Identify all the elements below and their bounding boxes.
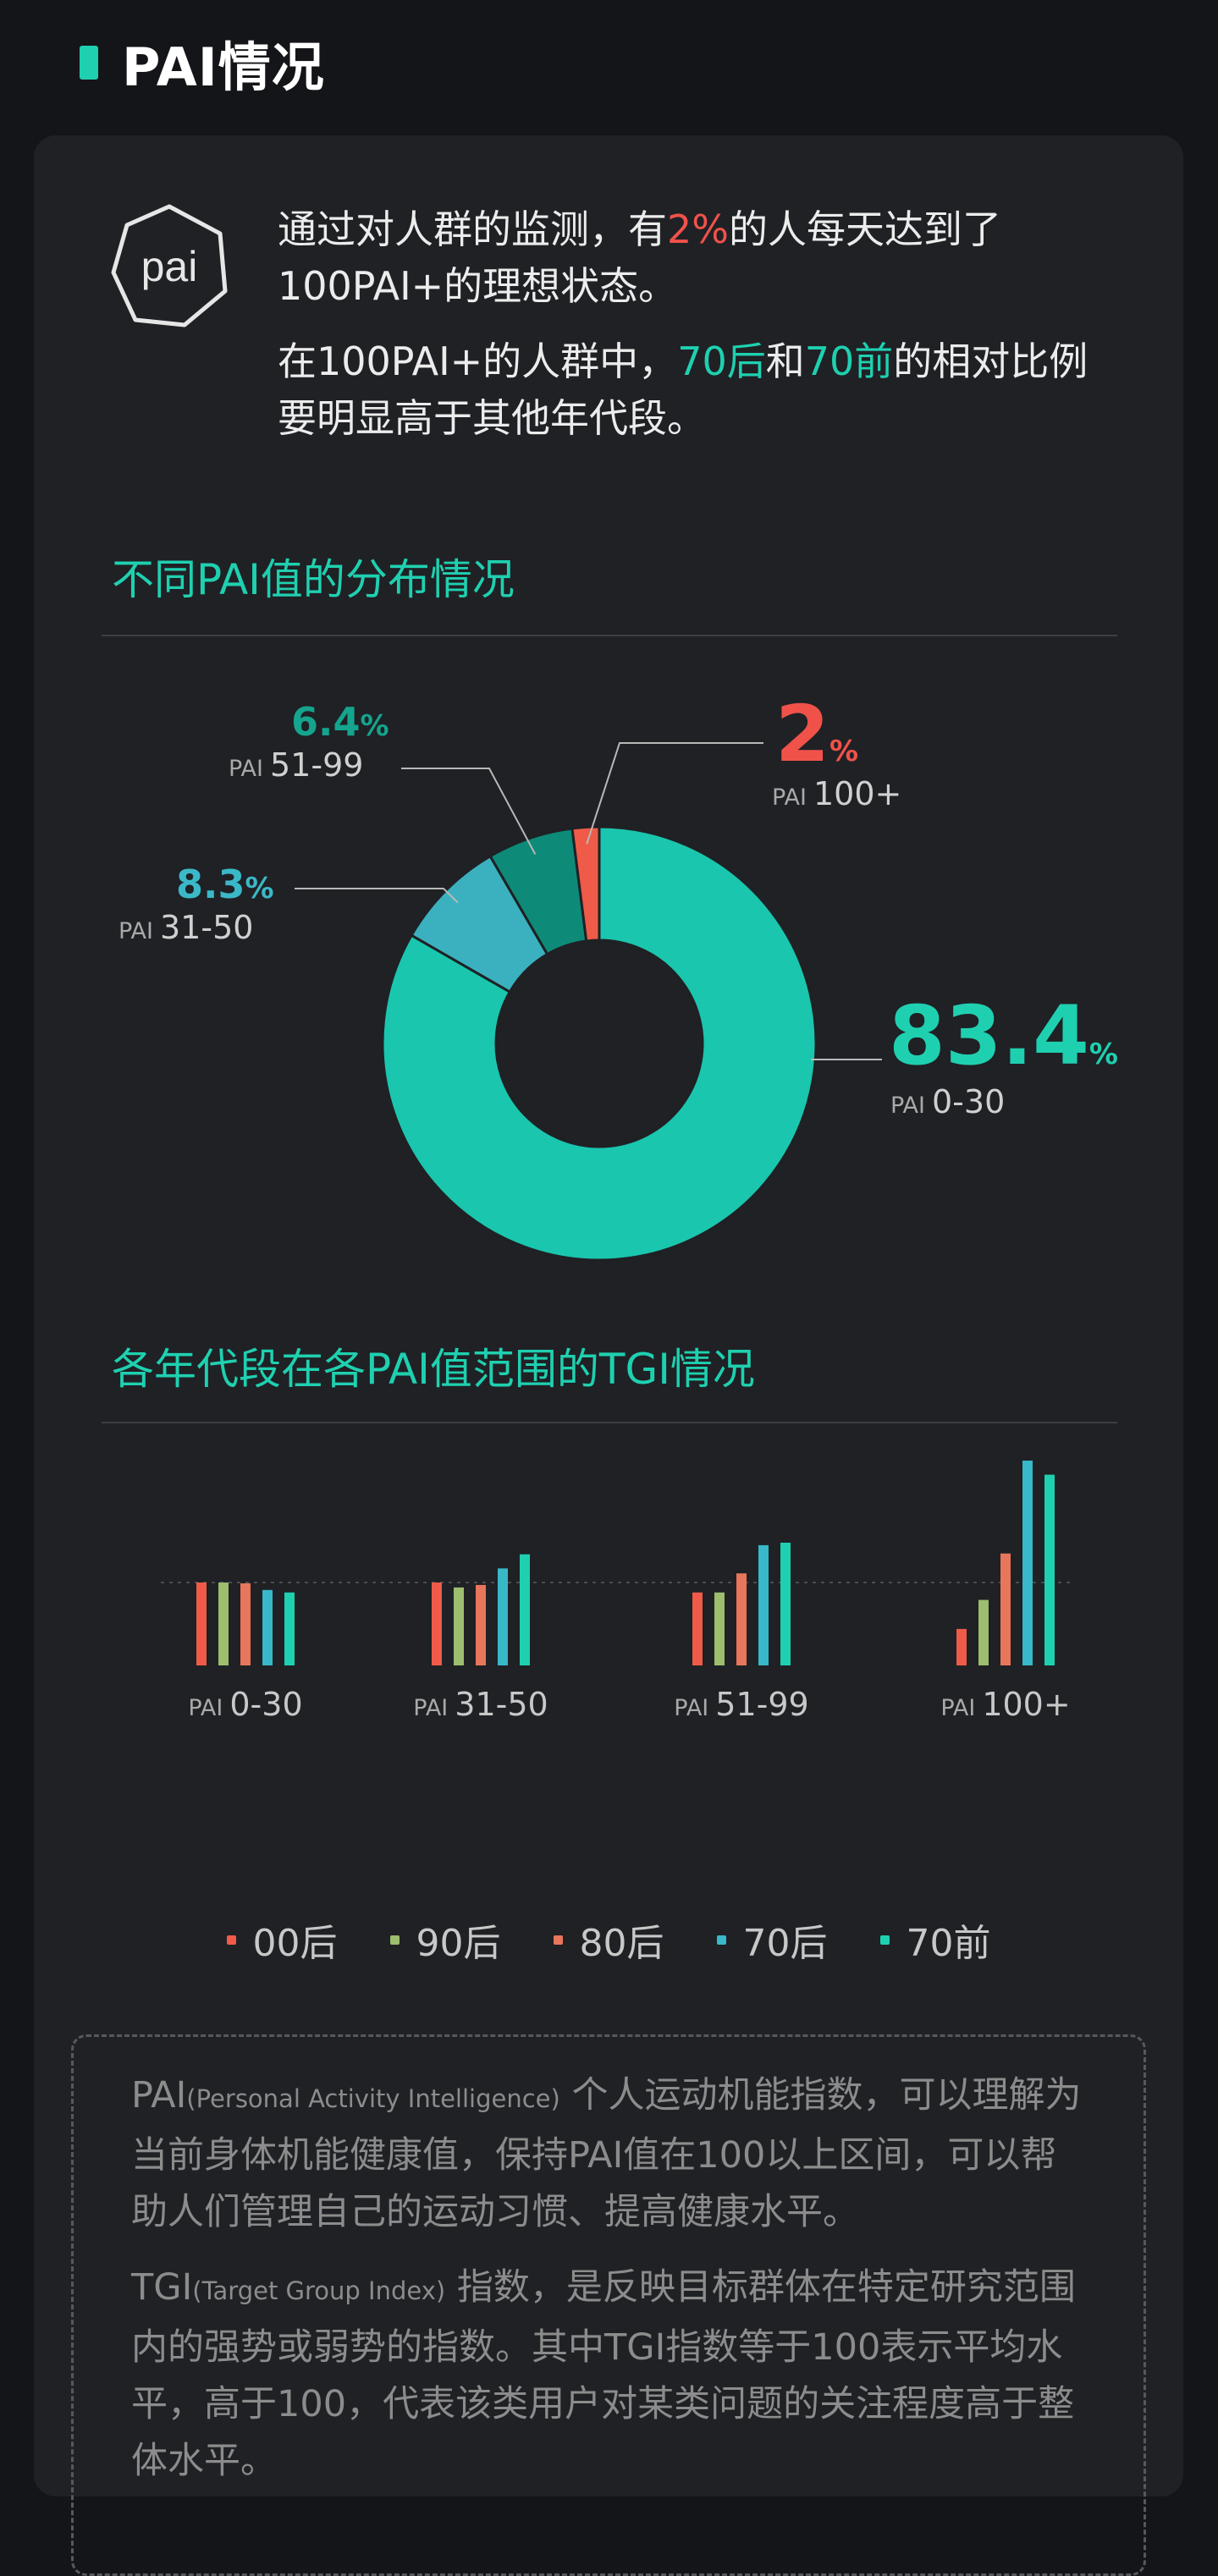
tgi-bar: [284, 1592, 295, 1665]
tgi-bar: [956, 1628, 967, 1665]
tgi-legend: 00后 90后 80后 70后 70前: [34, 1913, 1183, 1967]
tgi-bar: [758, 1544, 769, 1665]
tgi-bar: [692, 1592, 703, 1665]
tgi-bar: [454, 1587, 464, 1665]
legend-label: 70前: [906, 1922, 991, 1965]
pai-distribution-donut-chart: [295, 742, 882, 1262]
donut-value-label: 83.4%: [889, 988, 1118, 1083]
legend-swatch: [389, 1935, 400, 1945]
tgi-bar: [196, 1582, 207, 1665]
legend-swatch: [226, 1935, 236, 1945]
tgi-section-title: 各年代段在各PAI值范围的TGI情况: [112, 1345, 755, 1394]
tgi-bar: [476, 1584, 486, 1665]
pai-logo-text: pai: [141, 243, 198, 290]
donut-value-label: 8.3%: [176, 861, 274, 907]
donut-slice-pai-100+: [570, 825, 601, 943]
tgi-bar-chart: [161, 1460, 1075, 1665]
pai-logo-icon: pai: [111, 204, 228, 328]
legend-label: 80后: [579, 1922, 664, 1965]
definition-note: PAI(Personal Activity Intelligence) 个人运动…: [71, 2034, 1146, 2576]
tgi-definition: TGI(Target Group Index) 指数，是反映目标群体在特定研究范…: [131, 2266, 1076, 2482]
donut-leader-line: [401, 768, 537, 855]
legend-item: 00后: [226, 1913, 338, 1967]
tgi-bar: [1044, 1474, 1055, 1665]
tgi-category-label: PAI 51-99: [674, 1686, 809, 1723]
donut-value-label: 2%: [775, 689, 859, 779]
tgi-bar: [714, 1592, 725, 1665]
header-accent-mark: [80, 46, 98, 80]
donut-value-label: 6.4%: [291, 699, 389, 745]
legend-label: 00后: [252, 1922, 338, 1965]
tgi-bar: [498, 1568, 508, 1665]
tgi-bar: [978, 1599, 989, 1665]
donut-leader-line: [586, 742, 763, 845]
tgi-bar: [218, 1582, 229, 1665]
tgi-category-label: PAI 0-30: [188, 1686, 303, 1723]
donut-leader-line: [295, 888, 459, 904]
pai-definition: PAI(Personal Activity Intelligence) 个人运动…: [131, 2074, 1082, 2233]
donut-range-label: PAI 100+: [772, 775, 902, 812]
tgi-category-label: PAI 31-50: [413, 1686, 548, 1723]
intro-paragraph-2: 在100PAI+的人群中，70后和70前的相对比例要明显高于其他年代段。: [278, 339, 1088, 441]
page-title: PAI情况: [122, 36, 325, 98]
pai-card: pai 通过对人群的监测，有2%的人每天达到了100PAI+的理想状态。 在10…: [34, 135, 1183, 2576]
section-divider: [102, 1422, 1117, 1423]
intro-paragraph-1: 通过对人群的监测，有2%的人每天达到了100PAI+的理想状态。: [278, 206, 1001, 309]
tgi-bar: [780, 1542, 791, 1665]
tgi-bar: [1000, 1553, 1011, 1665]
highlight-pre70: 70前: [804, 339, 894, 384]
tgi-bar: [1022, 1460, 1033, 1665]
legend-label: 90后: [416, 1922, 501, 1965]
legend-swatch: [553, 1935, 563, 1945]
legend-item: 70前: [879, 1913, 991, 1967]
highlight-70s: 70后: [677, 339, 766, 384]
tgi-bar: [432, 1582, 442, 1665]
tgi-bar: [736, 1573, 747, 1665]
donut-range-label: PAI 51-99: [229, 746, 364, 784]
page-header: PAI情况: [80, 29, 325, 98]
legend-label: 70后: [742, 1922, 828, 1965]
legend-item: 80后: [553, 1913, 664, 1967]
donut-range-label: PAI 31-50: [118, 909, 254, 946]
distribution-section-title: 不同PAI值的分布情况: [112, 555, 515, 604]
tgi-bar: [520, 1554, 530, 1665]
legend-item: 70后: [716, 1913, 828, 1967]
tgi-bar: [240, 1582, 251, 1665]
intro-text: 通过对人群的监测，有2%的人每天达到了100PAI+的理想状态。 在100PAI…: [278, 201, 1124, 465]
donut-slice-pai-0-30: [381, 825, 818, 1262]
highlight-2pct: 2%: [667, 206, 729, 252]
donut-range-label: PAI 0-30: [890, 1083, 1006, 1120]
tgi-category-label: PAI 100+: [940, 1686, 1071, 1723]
legend-swatch: [716, 1935, 726, 1945]
legend-swatch: [879, 1935, 890, 1945]
section-divider: [102, 635, 1117, 636]
legend-item: 90后: [389, 1913, 501, 1967]
tgi-bar: [262, 1589, 273, 1665]
